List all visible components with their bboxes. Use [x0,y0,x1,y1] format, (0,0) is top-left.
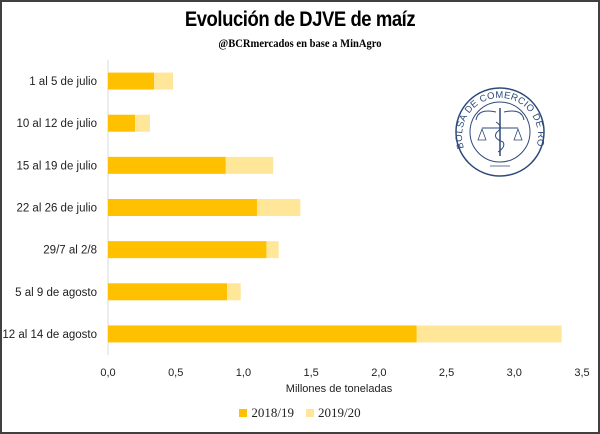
legend-label: 2018/19 [251,405,294,420]
bar-2018-19 [108,241,267,259]
bar-2019-20 [416,325,562,343]
bar-2018-19 [108,199,257,216]
bar-2018-19 [108,156,226,174]
bcr-seal-logo: BOLSA DE COMERCIO DE ROSARIO [454,87,546,177]
category-label: 29/7 al 2/8 [43,245,97,257]
bar-2019-20 [266,241,279,259]
bar-2019-20 [225,156,274,174]
category-labels: 1 al 5 de julio 10 al 12 de julio 15 al 19… [2,76,97,341]
bar-2018-19 [108,325,417,343]
x-axis-label: Millones de toneladas [286,383,393,395]
bar-2018-19 [108,114,136,132]
bar-2019-20 [135,114,150,132]
x-tick-label: 1,0 [236,367,251,379]
x-tick-label: 3,0 [507,367,522,379]
legend-item: 2019/20 [306,405,361,421]
x-tick-label: 3,5 [574,367,589,379]
category-label: 1 al 5 de julio [29,76,97,88]
category-label: 12 al 14 de agosto [2,329,97,341]
bar-2018-19 [108,283,228,301]
category-label: 5 al 9 de agosto [15,287,97,299]
x-tick-label: 2,0 [371,367,386,379]
bars [108,72,562,343]
x-tick-label: 0,5 [168,367,183,379]
bar-2018-19 [108,72,155,90]
legend-swatch [306,409,314,417]
category-label: 10 al 12 de julio [16,118,97,130]
x-tick-label: 2,5 [439,367,454,379]
bar-2019-20 [256,199,301,216]
bar-2019-20 [227,283,241,301]
chart-subtitle: @BCRmercados en base a MinAgro [218,36,382,50]
x-tick-labels: 0,0 0,5 1,0 1,5 2,0 2,5 3,0 3,5 [100,367,589,379]
category-label: 22 al 26 de julio [16,203,97,215]
x-tick-label: 0,0 [100,367,115,379]
x-tick-label: 1,5 [303,367,318,379]
chart-title: Evolución de DJVE de maíz [184,8,416,31]
legend: 2018/19 2019/20 [0,405,600,421]
bar-2019-20 [154,72,174,90]
legend-label: 2019/20 [318,405,361,420]
legend-item: 2018/19 [239,405,294,421]
legend-swatch [239,409,248,417]
category-label: 15 al 19 de julio [16,160,97,172]
